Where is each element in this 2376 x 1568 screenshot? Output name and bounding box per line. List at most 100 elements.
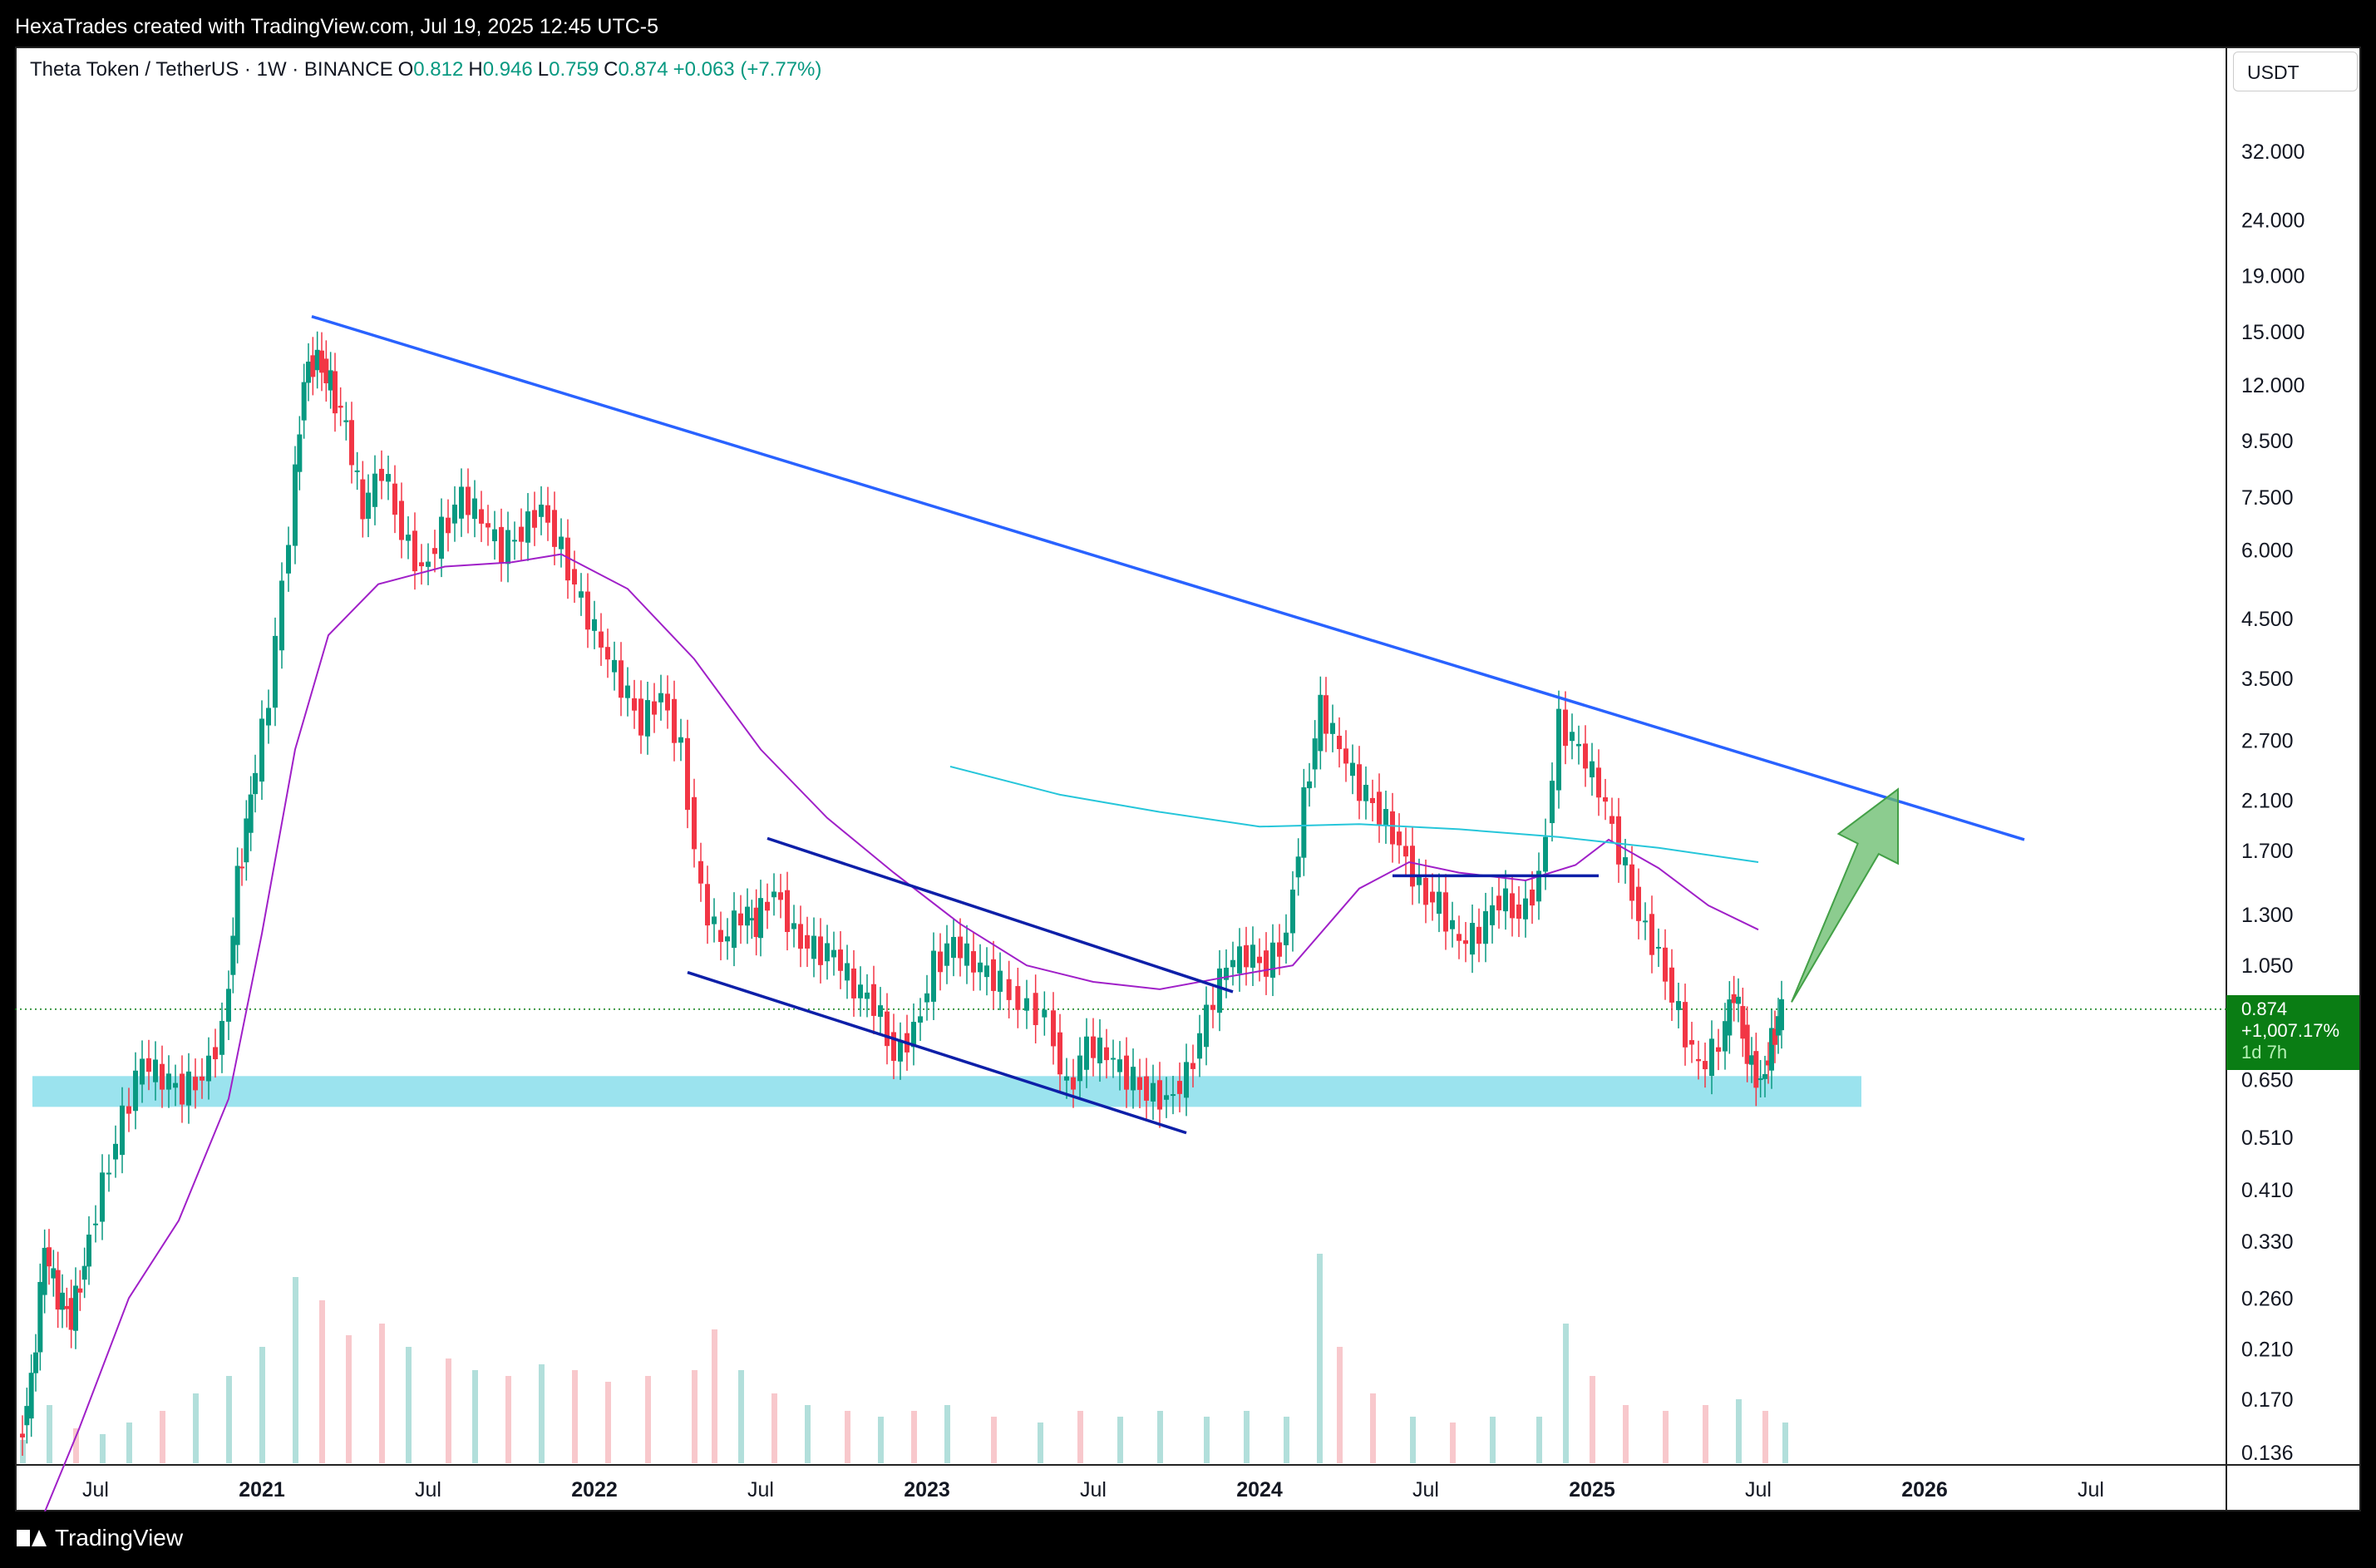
volume-bar bbox=[944, 1405, 950, 1463]
candle-body bbox=[745, 907, 750, 926]
candle-body bbox=[1410, 846, 1415, 886]
candle-body bbox=[1723, 1021, 1728, 1051]
candle-body bbox=[160, 1064, 165, 1090]
candle-body bbox=[1550, 781, 1555, 823]
candle-body bbox=[818, 936, 823, 964]
candle-body bbox=[958, 937, 963, 959]
candle-body bbox=[1703, 1061, 1708, 1069]
candle-body bbox=[1749, 1055, 1754, 1064]
candle-body bbox=[1603, 797, 1608, 801]
candle-body bbox=[785, 890, 790, 932]
price-axis-tick: 0.260 bbox=[2241, 1287, 2294, 1310]
time-axis-tick: Jul bbox=[747, 1478, 774, 1501]
candle-body bbox=[672, 699, 677, 743]
candle-body bbox=[1164, 1095, 1169, 1100]
candle-body bbox=[885, 1012, 890, 1047]
candle-body bbox=[1437, 892, 1442, 914]
candle-body bbox=[1762, 1074, 1767, 1079]
candle-body bbox=[1530, 890, 1535, 905]
price-axis-tick: 1.050 bbox=[2241, 954, 2294, 978]
price-axis-tick: 7.500 bbox=[2241, 486, 2294, 510]
candle-body bbox=[1383, 809, 1388, 826]
candle-body bbox=[29, 1373, 34, 1418]
candle-body bbox=[791, 923, 796, 929]
candle-body bbox=[778, 892, 783, 900]
support-zone bbox=[32, 1076, 1861, 1107]
candle-body bbox=[33, 1353, 38, 1373]
candle-body bbox=[1077, 1056, 1082, 1082]
candle-body bbox=[386, 474, 391, 481]
volume-bar bbox=[1370, 1393, 1376, 1463]
time-axis-tick: Jul bbox=[415, 1478, 441, 1501]
candle-body bbox=[1124, 1056, 1129, 1090]
legend-low-label: L bbox=[538, 58, 549, 81]
candle-body bbox=[279, 580, 284, 650]
candle-body bbox=[1417, 877, 1422, 885]
legend-symbol: Theta Token / TetherUS · 1W · BINANCE bbox=[30, 58, 393, 81]
candle-body bbox=[984, 965, 989, 977]
price-axis-tick: 9.500 bbox=[2241, 430, 2294, 453]
candle-body bbox=[230, 936, 235, 975]
candle-body bbox=[310, 355, 315, 377]
candle-body bbox=[1270, 943, 1275, 978]
volume-bar bbox=[805, 1405, 811, 1463]
candle-body bbox=[964, 944, 969, 966]
candle-body bbox=[825, 943, 830, 961]
candle-body bbox=[126, 1106, 131, 1113]
candle-body bbox=[519, 527, 524, 542]
candle-body bbox=[106, 1173, 111, 1175]
candle-body bbox=[718, 930, 723, 942]
candle-body bbox=[459, 486, 464, 518]
candle-body bbox=[944, 944, 949, 966]
candle-body bbox=[1137, 1077, 1142, 1090]
candle-body bbox=[1732, 994, 1737, 1003]
candle-body bbox=[432, 548, 437, 554]
candle-body bbox=[266, 708, 271, 725]
volume-bar bbox=[193, 1393, 199, 1463]
currency-button[interactable]: USDT bbox=[2233, 52, 2358, 91]
volume-bar bbox=[911, 1411, 917, 1463]
candle-body bbox=[452, 505, 457, 524]
volume-bar bbox=[293, 1277, 298, 1463]
candle-body bbox=[315, 350, 320, 370]
candle-body bbox=[273, 636, 278, 708]
candle-body bbox=[1296, 856, 1301, 877]
candle-body bbox=[685, 738, 690, 810]
volume-bar bbox=[226, 1376, 232, 1463]
legend-low: 0.759 bbox=[549, 58, 599, 81]
volume-bar bbox=[1490, 1417, 1496, 1463]
candle-body bbox=[1277, 942, 1282, 956]
volume-bar bbox=[505, 1376, 511, 1463]
price-axis-tick: 0.330 bbox=[2241, 1230, 2294, 1254]
volume-bar bbox=[1317, 1254, 1323, 1463]
candle-body bbox=[69, 1298, 74, 1329]
candle-body bbox=[1264, 950, 1269, 977]
volume-bar bbox=[1077, 1411, 1083, 1463]
candle-body bbox=[1623, 857, 1628, 865]
tradingview-brand: TradingView bbox=[55, 1525, 183, 1551]
candle-body bbox=[1596, 767, 1601, 797]
candle-body bbox=[426, 562, 431, 567]
price-axis-tick: 0.170 bbox=[2241, 1388, 2294, 1412]
candle-body bbox=[1015, 986, 1020, 1010]
tradingview-logo[interactable]: TradingView bbox=[17, 1525, 183, 1551]
candle-body bbox=[1745, 1025, 1750, 1064]
time-axis-tick: 2021 bbox=[239, 1478, 285, 1501]
candle-body bbox=[924, 994, 929, 1003]
candle-body bbox=[372, 474, 377, 507]
candle-body bbox=[349, 420, 354, 465]
candle-body bbox=[323, 358, 328, 383]
legend-high-label: H bbox=[468, 58, 482, 81]
candle-body bbox=[239, 866, 244, 868]
time-axis-tick: Jul bbox=[1745, 1478, 1772, 1501]
price-axis-tick: 1.300 bbox=[2241, 904, 2294, 927]
candle-body bbox=[1709, 1038, 1714, 1076]
candle-body bbox=[1423, 878, 1428, 905]
price-axis-tick: 3.500 bbox=[2241, 668, 2294, 691]
volume-bar bbox=[1663, 1411, 1669, 1463]
candle-body bbox=[472, 499, 477, 520]
candle-body bbox=[120, 1106, 125, 1155]
candle-body bbox=[918, 1016, 923, 1023]
candle-body bbox=[599, 632, 604, 648]
